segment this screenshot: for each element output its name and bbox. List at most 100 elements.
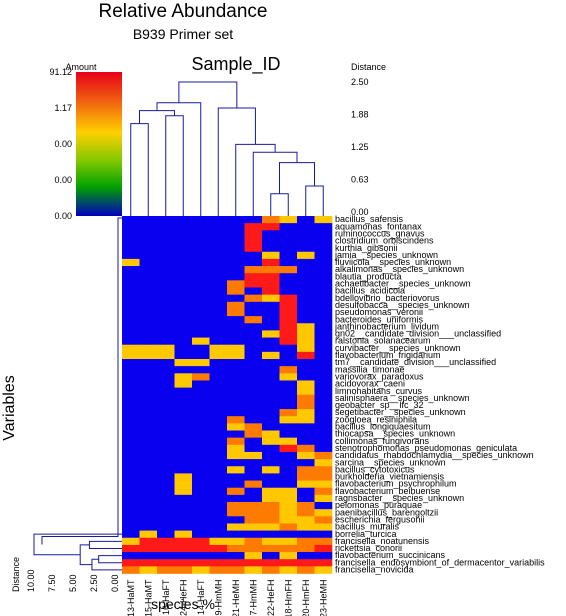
heatmap-cell — [192, 487, 210, 496]
heatmap-cell — [227, 258, 245, 267]
heatmap-cell — [314, 509, 333, 517]
heatmap-cell — [139, 544, 158, 553]
heatmap-cell — [157, 423, 175, 431]
heatmap-cell — [139, 552, 158, 560]
heatmap-cell — [279, 344, 298, 353]
heatmap-cell — [297, 223, 315, 231]
heatmap-cell — [139, 344, 158, 353]
heatmap-cell — [157, 280, 175, 288]
heatmap-cell — [244, 308, 263, 317]
heatmap-cell — [297, 451, 315, 460]
heatmap-cell — [192, 351, 210, 360]
heatmap-cell — [174, 552, 193, 560]
column-label: 20-HmFH — [301, 580, 311, 616]
heatmap-cell — [279, 502, 298, 510]
heatmap-cell — [139, 323, 158, 331]
heatmap-cell — [262, 380, 280, 388]
heatmap-cell — [297, 258, 315, 267]
row-dendrogram-branch — [91, 558, 122, 571]
heatmap-cell — [122, 373, 140, 381]
heatmap-cell — [314, 387, 333, 396]
heatmap-cell — [227, 566, 245, 574]
heatmap-cell — [297, 301, 315, 310]
heatmap-cell — [122, 294, 140, 303]
heatmap-cell — [209, 223, 228, 231]
heatmap-cell — [227, 273, 245, 281]
heatmap-cell — [192, 437, 210, 446]
column-labels: 13-HaMT 15-HaMT 16-HaFT 24-HeFH 14-HaFT 19-Hm… — [126, 579, 329, 616]
heatmap-cell — [139, 216, 158, 224]
heatmap-cell — [244, 394, 263, 403]
heatmap-cell — [139, 487, 158, 496]
heatmap-cell — [297, 401, 315, 410]
heatmap-cell — [297, 251, 315, 260]
heatmap-cell — [262, 416, 280, 424]
heatmap-cell — [227, 423, 245, 431]
heatmap-cell — [244, 444, 263, 453]
heatmap-cell — [227, 430, 245, 438]
heatmap-cell — [122, 258, 140, 267]
heatmap-cell — [297, 366, 315, 374]
heatmap-cell — [157, 337, 175, 345]
heatmap-cell — [157, 373, 175, 381]
row-dendrogram-branch — [41, 217, 122, 545]
heatmap-cell — [314, 216, 333, 224]
heatmap-cell — [139, 502, 158, 510]
heatmap-cell — [157, 566, 175, 574]
heatmap-cell — [262, 230, 280, 238]
heatmap-cell — [297, 387, 315, 396]
heatmap-cell — [262, 337, 280, 345]
heatmap-cell — [174, 223, 193, 231]
heatmap-cell — [297, 502, 315, 510]
heatmap-cell — [174, 566, 193, 574]
legend-label: 0.00 — [54, 211, 72, 221]
heatmap-cell — [244, 516, 263, 524]
row-label: pseudomonas_veronii — [335, 307, 423, 317]
heatmap-cell — [297, 351, 315, 360]
heatmap-cell — [314, 401, 333, 410]
row-label: clostridium_orbiscindens — [335, 236, 434, 246]
heatmap-cell — [139, 287, 158, 295]
heatmap-cell — [314, 258, 333, 267]
heatmap-cell — [174, 487, 193, 496]
row-label: flavobacterium_psychrophilum — [335, 479, 457, 489]
heatmap-cell — [297, 216, 315, 224]
heatmap-cell — [244, 287, 263, 295]
heatmap-cell — [209, 344, 228, 353]
heatmap-cell — [139, 394, 158, 403]
heatmap-cell — [279, 316, 298, 324]
heatmap-cell — [157, 459, 175, 467]
column-dendrogram-branch — [217, 107, 256, 216]
heatmap-cell — [244, 552, 263, 560]
heatmap-cell — [262, 394, 280, 403]
distance-tick-label: 2.50 — [351, 77, 369, 87]
heatmap-cell — [174, 401, 193, 410]
row-label: candidatus_rhabdochlamydia__species_unkn… — [335, 450, 534, 460]
heatmap-cell — [297, 380, 315, 388]
heatmap-cell — [122, 544, 140, 553]
column-dendrogram-branch — [270, 193, 289, 216]
heatmap-cell — [297, 308, 315, 317]
column-label: 15-HaMT — [143, 579, 153, 616]
heatmap-cell — [314, 559, 333, 567]
distance-tick-label: 1.25 — [351, 142, 369, 152]
heatmap-cell — [227, 251, 245, 260]
heatmap-cell — [139, 366, 158, 374]
heatmap-cell — [192, 387, 210, 396]
distance-tick-label: 0.63 — [351, 175, 369, 185]
heatmap-cell — [192, 559, 210, 567]
heatmap-cell — [279, 566, 298, 574]
heatmap-cell — [157, 394, 175, 403]
column-dendrogram-branch — [130, 123, 149, 216]
heatmap-cell — [209, 308, 228, 317]
heatmap-cell — [314, 244, 333, 253]
heatmap-cell — [244, 466, 263, 474]
heatmap-cell — [192, 544, 210, 553]
heatmap-cell — [192, 337, 210, 345]
heatmap-cell — [174, 244, 193, 253]
heatmap-cell — [279, 530, 298, 539]
heatmap-cell — [262, 451, 280, 460]
heatmap-cell — [244, 237, 263, 245]
heatmap-cell — [297, 480, 315, 488]
heatmap-cell — [279, 401, 298, 410]
